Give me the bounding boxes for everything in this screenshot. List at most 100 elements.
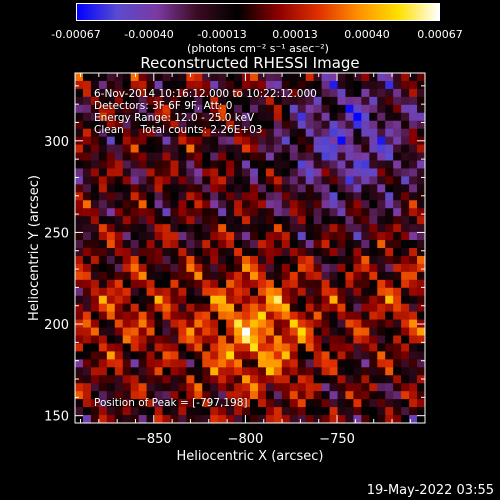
heatmap-cell: [281, 351, 291, 360]
heatmap-cell: [257, 255, 267, 265]
heatmap-cell: [178, 168, 187, 177]
heatmap-cell: [194, 415, 203, 424]
heatmap-cell: [297, 152, 306, 161]
heatmap-cell: [82, 407, 92, 416]
heatmap-cell: [353, 192, 362, 201]
heatmap-cell: [250, 73, 259, 82]
heatmap-cell: [122, 96, 131, 106]
heatmap-cell: [162, 224, 171, 233]
heatmap-cell: [257, 208, 267, 217]
heatmap-cell: [345, 128, 354, 137]
heatmap-cell: [297, 104, 306, 114]
heatmap-cell: [218, 415, 227, 424]
heatmap-cell: [202, 319, 211, 328]
heatmap-cell: [329, 240, 338, 249]
heatmap-cell: [202, 96, 211, 106]
heatmap-cell: [353, 176, 362, 185]
heatmap-cell: [194, 128, 203, 137]
heatmap-cell: [106, 176, 116, 185]
heatmap-cell: [218, 359, 227, 368]
heatmap-cell: [337, 120, 346, 129]
heatmap-cell: [281, 343, 291, 352]
heatmap-cell: [210, 224, 219, 233]
heatmap-cell: [417, 303, 426, 312]
heatmap-cell: [377, 248, 386, 257]
heatmap-cell: [242, 407, 251, 416]
heatmap-cell: [297, 120, 306, 129]
heatmap-cell: [409, 112, 418, 122]
heatmap-cell: [401, 224, 410, 233]
heatmap-cell: [210, 184, 219, 193]
heatmap-cell: [401, 232, 410, 241]
heatmap-cell: [345, 367, 354, 376]
heatmap-cell: [401, 375, 410, 384]
heatmap-cell: [234, 104, 243, 114]
heatmap-cell: [329, 399, 338, 408]
heatmap-cell: [361, 168, 370, 177]
heatmap-cell: [345, 351, 354, 360]
heatmap-cell: [273, 152, 283, 161]
heatmap-cell: [313, 120, 322, 129]
heatmap-cell: [186, 176, 195, 185]
heatmap-cell: [250, 232, 259, 241]
heatmap-cell: [114, 255, 124, 265]
heatmap-cell: [202, 224, 211, 233]
heatmap-cell: [210, 192, 219, 201]
heatmap-cell: [130, 375, 139, 384]
heatmap-cell: [385, 192, 394, 201]
heatmap-cell: [250, 383, 259, 392]
heatmap-cell: [218, 232, 227, 241]
heatmap-cell: [122, 232, 131, 241]
heatmap-cell: [409, 335, 418, 344]
heatmap-cell: [178, 271, 187, 281]
heatmap-cell: [122, 375, 131, 384]
heatmap-cell: [313, 407, 322, 416]
heatmap-cell: [273, 160, 283, 169]
heatmap-cell: [417, 327, 426, 336]
heatmap-cell: [369, 88, 378, 98]
heatmap-cell: [297, 295, 306, 304]
heatmap-cell: [146, 343, 155, 352]
heatmap-cell: [313, 184, 322, 193]
heatmap-cell: [297, 73, 306, 82]
heatmap-cell: [369, 120, 378, 129]
heatmap-cell: [178, 327, 187, 336]
heatmap-cell: [82, 232, 92, 241]
heatmap-cell: [218, 367, 227, 376]
heatmap-cell: [194, 399, 203, 408]
heatmap-cell: [393, 104, 402, 114]
heatmap-cell: [75, 295, 84, 304]
heatmap-cell: [242, 359, 251, 368]
heatmap-cell: [242, 399, 251, 408]
heatmap-cell: [170, 287, 179, 297]
heatmap-cell: [210, 335, 219, 344]
heatmap-cell: [114, 216, 124, 225]
heatmap-cell: [265, 200, 275, 209]
heatmap-cell: [122, 80, 131, 90]
heatmap-cell: [75, 255, 84, 265]
heatmap-cell: [281, 375, 291, 384]
heatmap-cell: [114, 303, 124, 312]
heatmap-cell: [218, 168, 227, 177]
heatmap-cell: [273, 295, 283, 304]
heatmap-cell: [250, 104, 259, 114]
heatmap-cell: [98, 176, 108, 185]
heatmap-cell: [329, 255, 338, 265]
heatmap-cell: [106, 248, 116, 257]
heatmap-cell: [265, 351, 275, 360]
heatmap-cell: [98, 152, 108, 161]
heatmap-cell: [305, 112, 314, 122]
heatmap-cell: [250, 391, 259, 400]
heatmap-cell: [202, 383, 211, 392]
heatmap-cell: [234, 112, 243, 122]
heatmap-cell: [409, 319, 418, 328]
heatmap-cell: [154, 200, 163, 209]
heatmap-cell: [250, 263, 259, 273]
heatmap-cell: [265, 399, 275, 408]
heatmap-cell: [409, 160, 418, 169]
heatmap-cell: [297, 271, 306, 281]
heatmap-cell: [297, 383, 306, 392]
heatmap-cell: [82, 96, 92, 106]
heatmap-cell: [122, 327, 131, 336]
heatmap-cell: [178, 295, 187, 304]
